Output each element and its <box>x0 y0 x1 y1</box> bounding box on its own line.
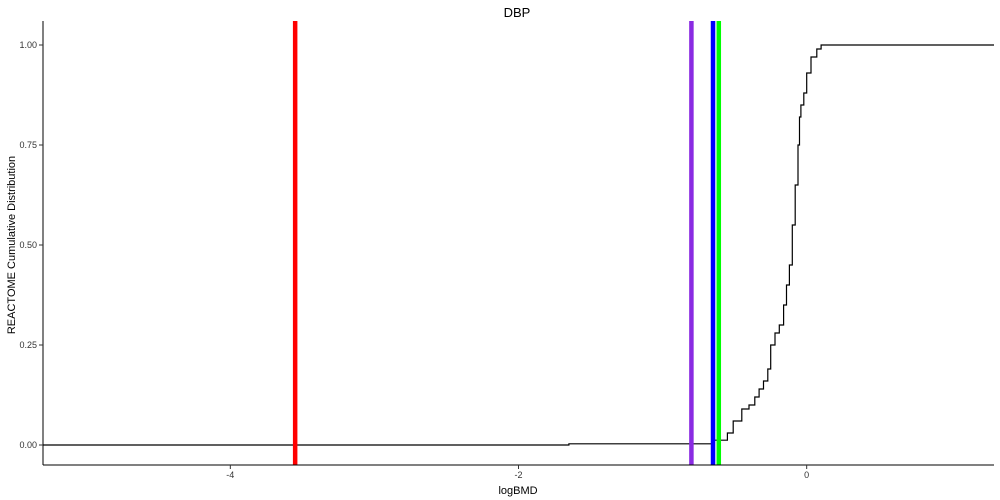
y-axis-label: REACTOME Cumulative Distribution <box>6 156 18 334</box>
plot-area: 0.00 0.25 0.50 0.75 1.00 -4 -2 0 <box>19 21 994 480</box>
x-axis-label: logBMD <box>498 485 537 497</box>
cdf-series-line-0 <box>43 44 994 446</box>
y-tick-label: 0.50 <box>19 240 37 250</box>
chart-title: DBP <box>504 5 531 20</box>
x-tick-label: -4 <box>226 470 234 480</box>
y-tick-label: 0.00 <box>19 440 37 450</box>
x-tick-label: -2 <box>514 470 522 480</box>
y-tick-label: 0.75 <box>19 140 37 150</box>
x-tick-label: 0 <box>804 470 809 480</box>
y-tick-label: 1.00 <box>19 40 37 50</box>
y-tick-label: 0.25 <box>19 340 37 350</box>
